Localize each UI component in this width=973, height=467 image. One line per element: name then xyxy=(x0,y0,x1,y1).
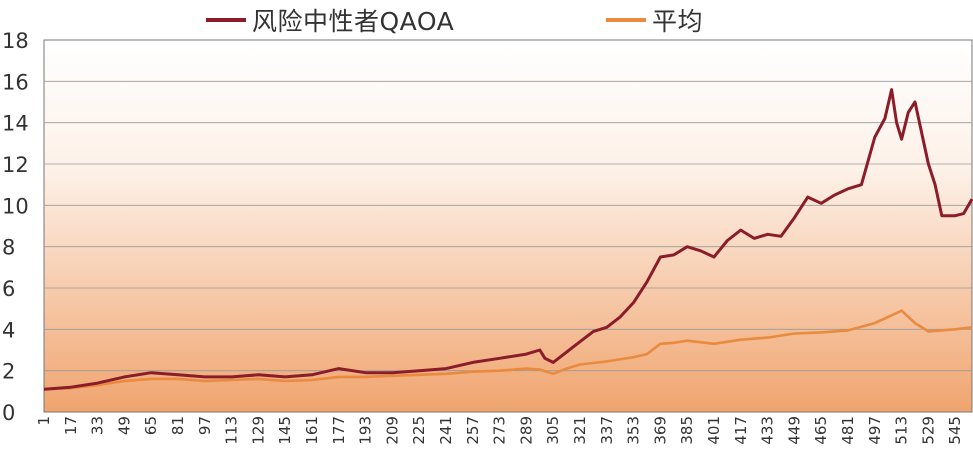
y-tick-label: 18 xyxy=(2,29,29,53)
x-tick-label: 449 xyxy=(785,416,803,445)
y-tick-label: 12 xyxy=(2,153,29,177)
legend-avg: 平均 xyxy=(606,2,703,38)
x-tick-label: 545 xyxy=(946,416,964,445)
x-tick-label: 497 xyxy=(866,416,884,445)
x-tick-label: 129 xyxy=(249,416,267,445)
series-group xyxy=(43,88,973,391)
x-axis: 1 17 33 49 65 81 97 113 129 145 161 177 193 209 225 241… xyxy=(35,416,964,445)
y-tick-label: 14 xyxy=(2,112,29,136)
x-tick-label: 289 xyxy=(517,416,535,445)
x-tick-label: 241 xyxy=(437,416,455,445)
x-tick-label: 337 xyxy=(598,416,616,445)
y-tick-label: 2 xyxy=(2,360,15,384)
legend-qaoa-label: 风险中性者QAOA xyxy=(252,7,455,36)
x-tick-label: 305 xyxy=(544,416,562,445)
x-tick-label: 481 xyxy=(839,416,857,445)
legend-avg-label: 平均 xyxy=(652,7,704,36)
x-tick-label: 1 xyxy=(35,416,53,426)
legend-qaoa-swatch xyxy=(206,18,246,22)
x-tick-label: 65 xyxy=(142,416,160,435)
legend-avg-swatch xyxy=(606,18,646,22)
x-tick-label: 385 xyxy=(678,416,696,445)
x-tick-label: 209 xyxy=(383,416,401,445)
x-tick-label: 81 xyxy=(169,416,187,435)
x-tick-label: 97 xyxy=(196,416,214,435)
x-tick-label: 145 xyxy=(276,416,294,445)
x-tick-label: 257 xyxy=(464,416,482,445)
y-tick-label: 10 xyxy=(2,194,29,218)
x-tick-label: 353 xyxy=(625,416,643,445)
x-tick-label: 369 xyxy=(651,416,669,445)
y-tick-label: 8 xyxy=(2,236,15,260)
y-tick-label: 6 xyxy=(2,277,15,301)
plot-area xyxy=(43,39,973,413)
x-tick-label: 433 xyxy=(759,416,777,445)
x-tick-label: 401 xyxy=(705,416,723,445)
series-line-avg xyxy=(43,309,973,391)
x-tick-label: 193 xyxy=(357,416,375,445)
x-tick-label: 225 xyxy=(410,416,428,445)
y-tick-label: 0 xyxy=(2,401,15,425)
x-tick-label: 417 xyxy=(732,416,750,445)
x-tick-label: 465 xyxy=(812,416,830,445)
x-tick-label: 321 xyxy=(571,416,589,445)
x-tick-label: 273 xyxy=(491,416,509,445)
x-tick-label: 513 xyxy=(893,416,911,445)
x-tick-label: 113 xyxy=(223,416,241,445)
x-tick-label: 161 xyxy=(303,416,321,445)
legend-qaoa: 风险中性者QAOA xyxy=(206,2,454,38)
series-line-qaoa xyxy=(43,88,973,391)
y-tick-label: 4 xyxy=(2,318,15,342)
x-tick-label: 529 xyxy=(919,416,937,445)
y-axis: 0 2 4 6 8 10 12 14 16 18 xyxy=(2,29,29,425)
x-tick-label: 177 xyxy=(330,416,348,445)
x-tick-label: 17 xyxy=(62,416,80,435)
x-tick-label: 49 xyxy=(115,416,133,435)
x-tick-label: 33 xyxy=(89,416,107,435)
y-tick-label: 16 xyxy=(2,70,29,94)
grid-lines xyxy=(44,80,972,372)
